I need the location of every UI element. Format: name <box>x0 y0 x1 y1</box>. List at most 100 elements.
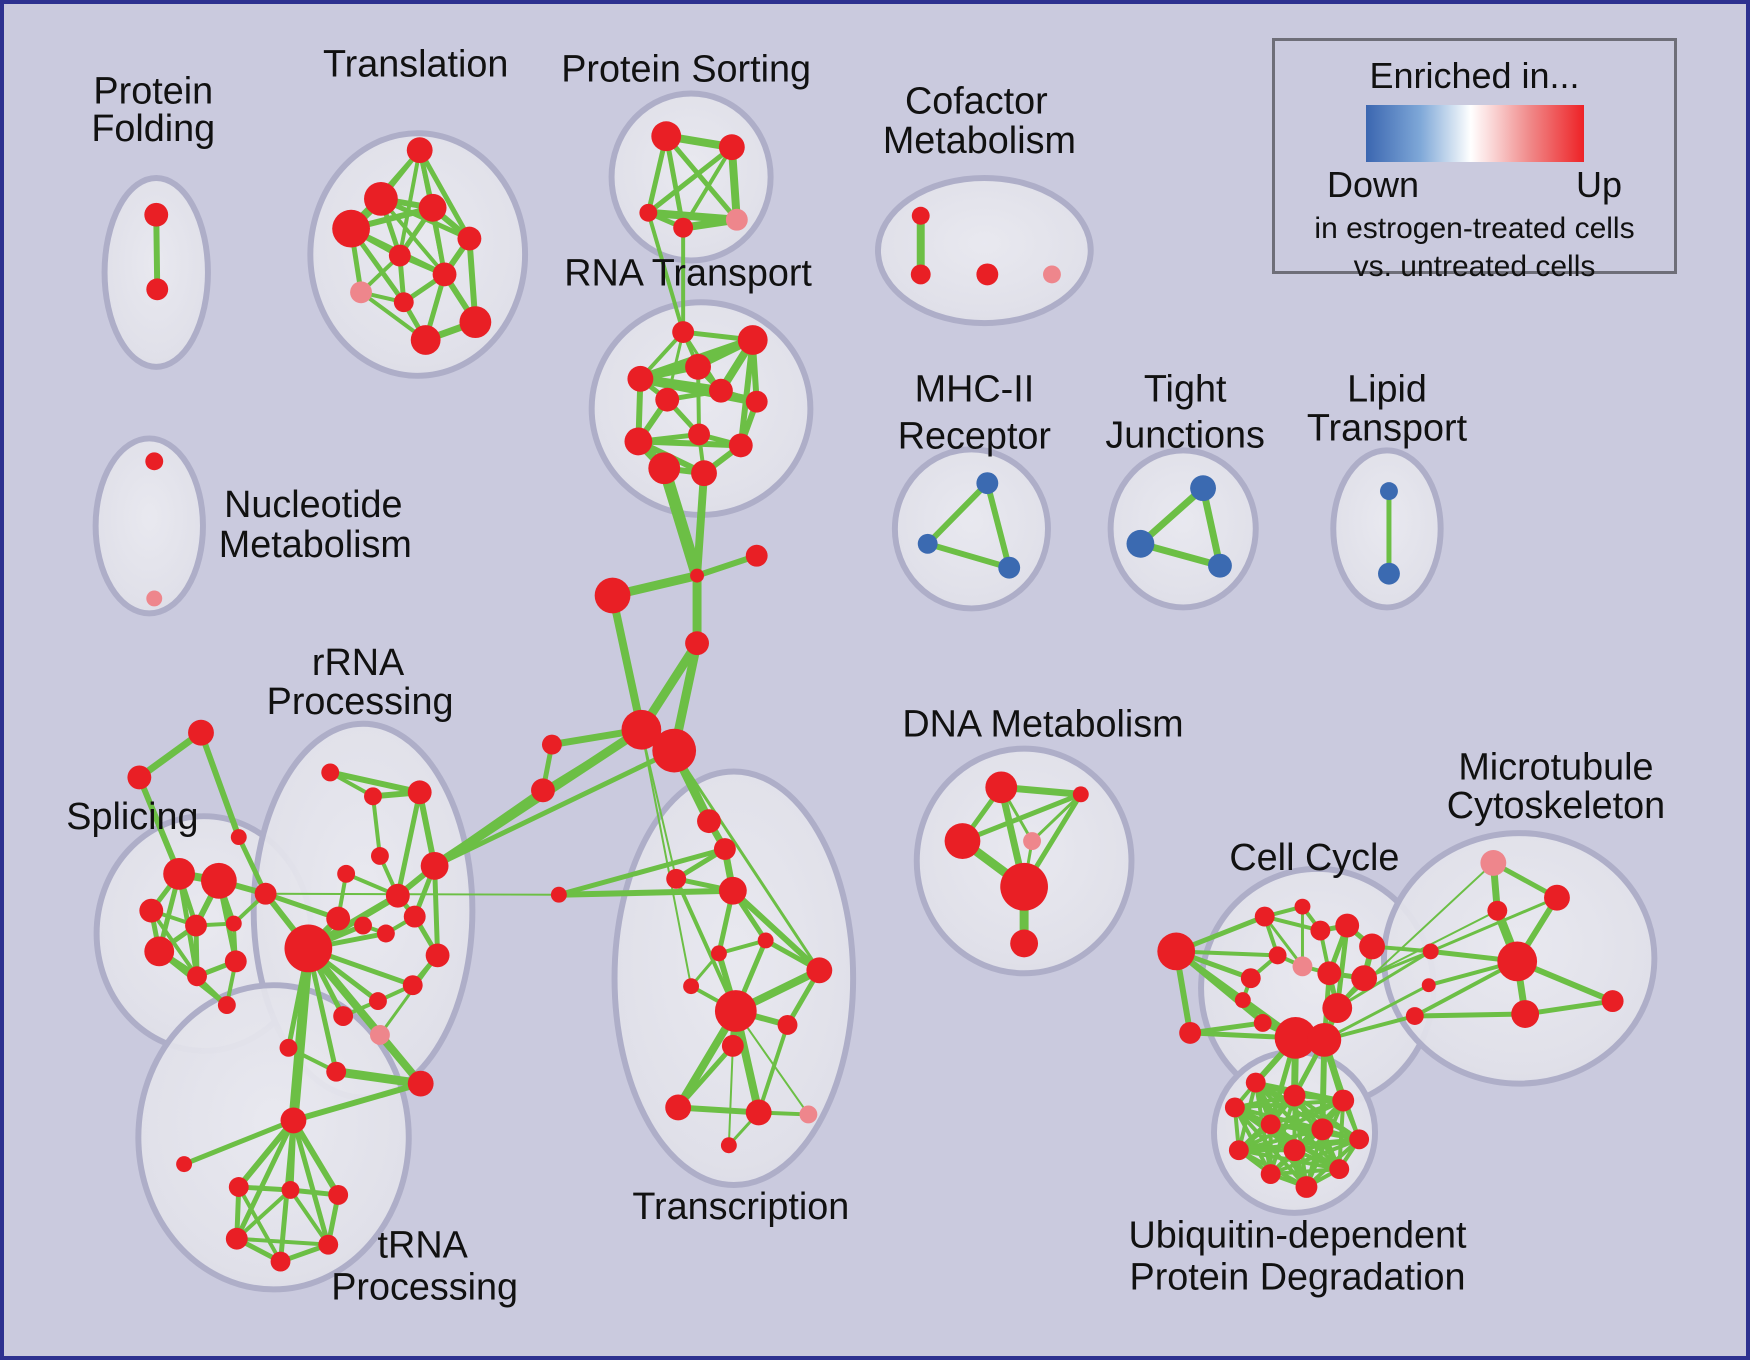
node-e9 <box>1268 946 1287 965</box>
node-v2 <box>713 838 736 860</box>
node-g11 <box>376 924 395 943</box>
cluster-ellipse-dna-metabolism <box>913 745 1135 977</box>
node-b5 <box>1260 1114 1281 1135</box>
cluster-ellipse-mhc-ii-receptor <box>891 446 1051 612</box>
node-g14 <box>368 992 387 1011</box>
cluster-label-splicing: Splicing <box>66 796 198 838</box>
node-v15 <box>720 1137 737 1154</box>
node-g10 <box>354 916 372 935</box>
cluster-label-lipid-transport-line2: Transport <box>1307 407 1468 449</box>
node-v14 <box>799 1105 818 1124</box>
node-e2 <box>1179 1021 1202 1044</box>
node-d4 <box>1023 832 1042 850</box>
node-c1 <box>911 206 930 225</box>
node-q9 <box>217 996 236 1015</box>
edge-u3-u8 <box>236 1185 283 1264</box>
node-r6 <box>655 387 680 412</box>
node-d5 <box>1000 862 1048 911</box>
edge-gB-u1 <box>288 943 314 1126</box>
node-s3 <box>230 829 247 846</box>
node-s1 <box>188 719 214 746</box>
cluster-label-rrna-processing-line2: Processing <box>267 681 454 723</box>
node-v12 <box>665 1094 692 1121</box>
node-f3 <box>1487 900 1508 921</box>
node-b3 <box>1224 1097 1245 1118</box>
node-j2 <box>1126 529 1155 558</box>
edge-d2-d3 <box>959 791 1084 844</box>
edge-m2-m3 <box>924 540 1013 571</box>
cluster-label-dna-metabolism: DNA Metabolism <box>902 704 1183 746</box>
node-f5 <box>1601 990 1624 1013</box>
cluster-label-tight-junctions-line1: Tight <box>1144 369 1227 411</box>
edge-g1-g3 <box>327 769 423 796</box>
node-r2 <box>737 325 768 355</box>
node-t3 <box>418 193 447 222</box>
node-q7 <box>187 966 207 987</box>
node-e10 <box>1292 956 1313 977</box>
node-pf2 <box>146 278 169 301</box>
edge-g3-g6 <box>395 789 423 899</box>
node-m1 <box>976 472 999 495</box>
edge-u1-u3 <box>235 1117 297 1190</box>
node-g15 <box>333 1006 354 1026</box>
node-r7 <box>745 390 768 413</box>
edge-u4-u7 <box>288 1187 331 1247</box>
node-d6 <box>1010 929 1039 958</box>
node-c4 <box>1043 265 1061 284</box>
node-v7 <box>757 932 774 949</box>
node-b10 <box>1260 1164 1281 1185</box>
node-p3 <box>639 203 658 222</box>
node-e15 <box>1322 993 1353 1023</box>
edge-v6-v7 <box>716 938 768 956</box>
node-t1 <box>406 137 433 164</box>
edge-v9-H2 <box>672 749 821 972</box>
cluster-label-rna-transport: RNA Transport <box>564 252 812 294</box>
cluster-label-tight-junctions-line2: Junctions <box>1105 414 1265 456</box>
node-j1 <box>1190 475 1216 502</box>
cluster-label-trna-processing-line2: Processing <box>331 1266 518 1308</box>
node-f2 <box>1544 884 1570 911</box>
node-q6 <box>144 936 175 967</box>
node-g1 <box>321 763 340 782</box>
node-r10 <box>728 433 753 458</box>
edge-b6-b8 <box>1236 1127 1325 1153</box>
node-e1 <box>1157 932 1196 971</box>
cluster-label-ubiquitin-degradation-line2: Protein Degradation <box>1130 1256 1466 1298</box>
edge-v11-v15 <box>727 1044 734 1147</box>
node-r8 <box>688 423 710 446</box>
edge-w3-f4 <box>1412 1011 1528 1019</box>
node-v6 <box>710 945 727 962</box>
cluster-label-rrna-processing-line1: rRNA <box>312 642 405 684</box>
node-u3 <box>228 1177 249 1197</box>
edge-p3-r1 <box>646 210 686 335</box>
node-v1 <box>697 809 721 834</box>
node-k4 <box>685 631 709 656</box>
edge-sh-v5 <box>264 892 560 896</box>
node-d3 <box>944 823 981 859</box>
node-f1 <box>1480 849 1507 876</box>
node-p5 <box>673 217 694 238</box>
node-r12 <box>691 460 717 487</box>
node-d1 <box>985 771 1018 804</box>
node-e11 <box>1317 961 1342 986</box>
node-v5 <box>550 886 567 903</box>
node-u2 <box>176 1156 193 1173</box>
edge-p2-p3 <box>645 144 735 216</box>
node-e7 <box>1359 933 1385 960</box>
edge-r11-k1 <box>658 462 704 582</box>
node-s2 <box>127 765 152 790</box>
edge-v11-v12 <box>675 1043 736 1110</box>
node-u7 <box>318 1234 339 1255</box>
edge-g7-g12 <box>432 863 441 958</box>
legend-down-label: Down <box>1327 164 1420 205</box>
node-e6 <box>1335 913 1360 938</box>
edge-v5-v2 <box>556 846 728 898</box>
cluster-ellipse-nucleotide-metabolism <box>92 435 206 617</box>
node-g6 <box>385 883 410 908</box>
edge-p1-p4 <box>663 133 740 223</box>
cluster-label-microtubule-cytoskeleton-line2: Cytoskeleton <box>1447 785 1665 827</box>
node-x1 <box>541 734 562 755</box>
node-b9 <box>1283 1139 1306 1162</box>
node-g8 <box>403 905 426 928</box>
